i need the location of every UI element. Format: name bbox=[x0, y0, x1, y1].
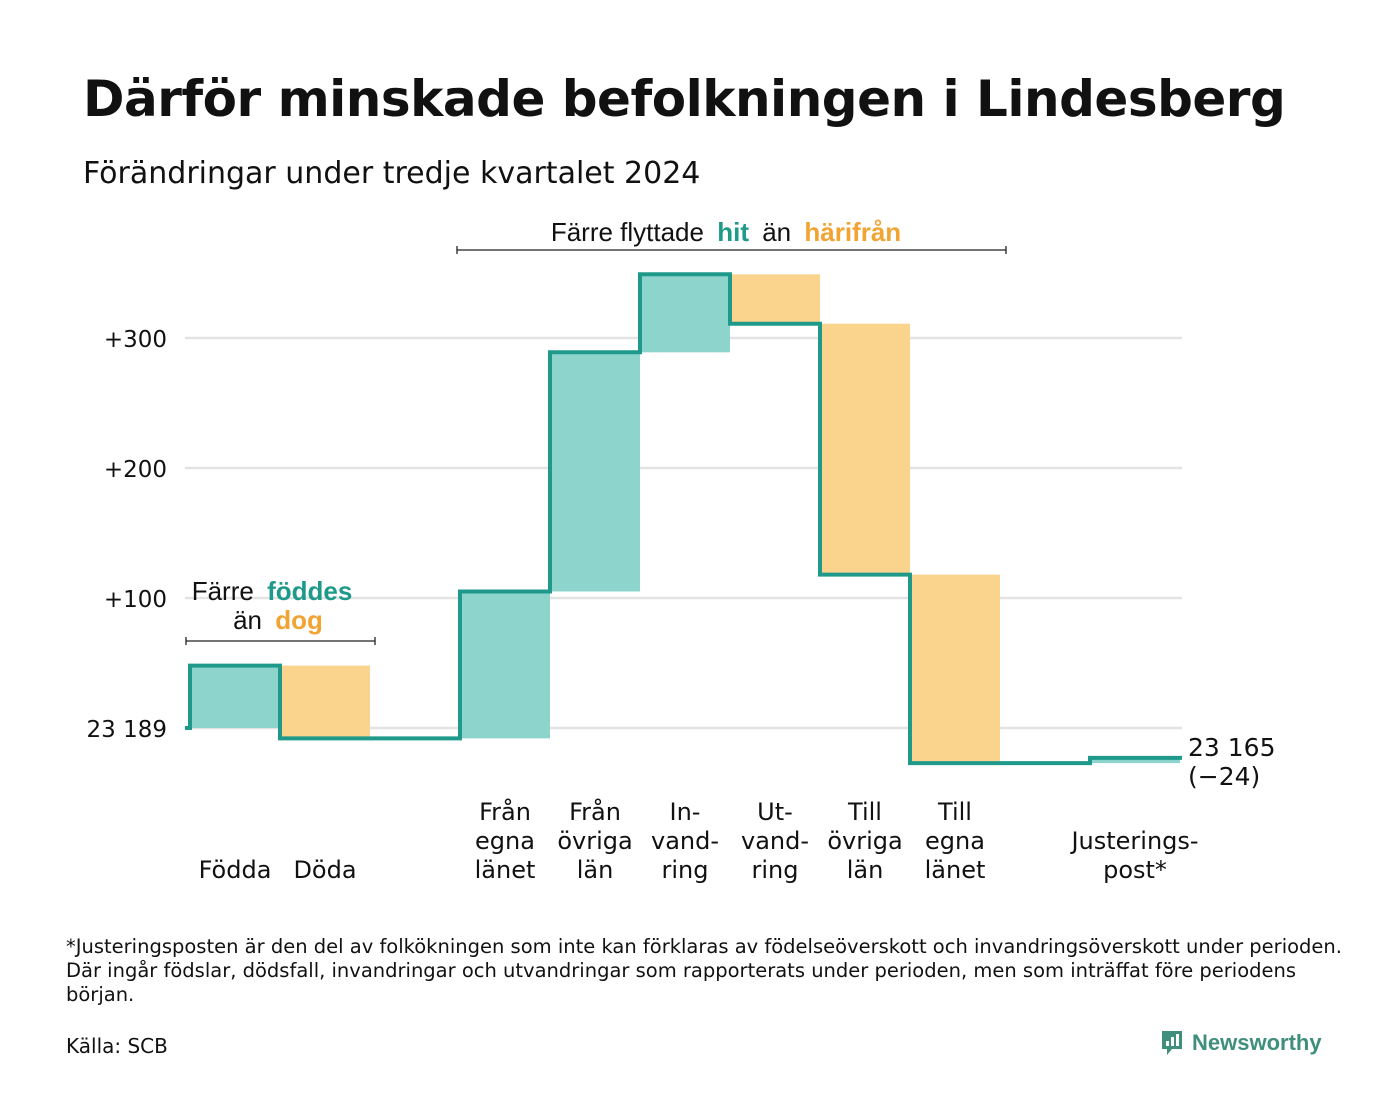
category-label: Födda bbox=[199, 856, 272, 884]
end-value-label: 23 165 (−24) bbox=[1188, 733, 1275, 791]
y-tick-label: +200 bbox=[104, 457, 167, 483]
newsworthy-logo-icon bbox=[1162, 1031, 1182, 1055]
annotation-migration-mid: hit bbox=[717, 217, 749, 247]
annotation-births-deaths: Färre föddes än dog bbox=[185, 576, 376, 645]
end-change: (−24) bbox=[1188, 762, 1260, 791]
annotation-births-bracket bbox=[185, 637, 376, 645]
bar-decrease bbox=[820, 323, 910, 575]
bar-increase bbox=[640, 274, 730, 353]
category-label: Till egna länet bbox=[925, 798, 986, 884]
y-label-start: 23 189 bbox=[87, 717, 167, 743]
category-label: Döda bbox=[293, 856, 356, 884]
annotation-births-between: än bbox=[233, 605, 262, 635]
cumulative-step-line bbox=[185, 272, 1182, 766]
category-labels: Födda Döda Från egna länet Från övriga län In-va… bbox=[199, 797, 1199, 884]
bars bbox=[190, 274, 1180, 764]
bar-increase bbox=[460, 591, 550, 739]
annotation-migration-between: än bbox=[762, 217, 791, 247]
category-label: In-vand-ring bbox=[651, 798, 719, 884]
source: Källa: SCB bbox=[66, 1034, 168, 1058]
svg-text:än dog: än dog bbox=[233, 605, 323, 635]
category-label: Från egna länet bbox=[475, 797, 536, 884]
annotation-migration: Färre flyttade hit än härifrån bbox=[456, 217, 1007, 254]
chart-subtitle: Förändringar under tredje kvartalet 2024 bbox=[83, 156, 701, 191]
newsworthy-logo: Newsworthy bbox=[1160, 1029, 1322, 1057]
bar-decrease bbox=[280, 665, 370, 739]
category-label: Ut-vand-ring bbox=[741, 798, 809, 884]
annotation-migration-post: härifrån bbox=[804, 217, 901, 247]
end-value: 23 165 bbox=[1188, 733, 1275, 762]
category-label: Till övriga län bbox=[827, 798, 902, 884]
waterfall-chart: 23 189 +100 +200 +300 Födda Döda Från egna läne… bbox=[87, 217, 1276, 884]
annotation-migration-bracket bbox=[456, 246, 1007, 254]
bar-decrease bbox=[910, 574, 1000, 764]
category-label: Justerings-post* bbox=[1069, 827, 1198, 884]
y-axis-labels: 23 189 +100 +200 +300 bbox=[87, 327, 167, 743]
svg-text:Färre flyttade hit: Färre flyttade hit än härifrån bbox=[551, 217, 901, 247]
svg-text:Färre föddes: Färre föddes bbox=[192, 576, 353, 606]
chart-title: Därför minskade befolkningen i Lindesber… bbox=[83, 70, 1286, 128]
bar-decrease bbox=[730, 274, 820, 324]
bar-increase bbox=[1090, 757, 1180, 764]
y-tick-label: +100 bbox=[104, 587, 167, 613]
bar-increase bbox=[190, 665, 280, 728]
footnote: *Justeringsposten är den del av folkökni… bbox=[66, 935, 1342, 1006]
y-tick-label: +300 bbox=[104, 327, 167, 353]
annotation-births-post: dog bbox=[275, 605, 323, 635]
brand-name: Newsworthy bbox=[1192, 1030, 1322, 1055]
annotation-births-pre: Färre bbox=[192, 576, 254, 606]
bar-increase bbox=[550, 352, 640, 592]
annotation-migration-pre: Färre flyttade bbox=[551, 217, 704, 247]
category-label: Från övriga län bbox=[557, 797, 632, 884]
annotation-births-mid: föddes bbox=[267, 576, 352, 606]
